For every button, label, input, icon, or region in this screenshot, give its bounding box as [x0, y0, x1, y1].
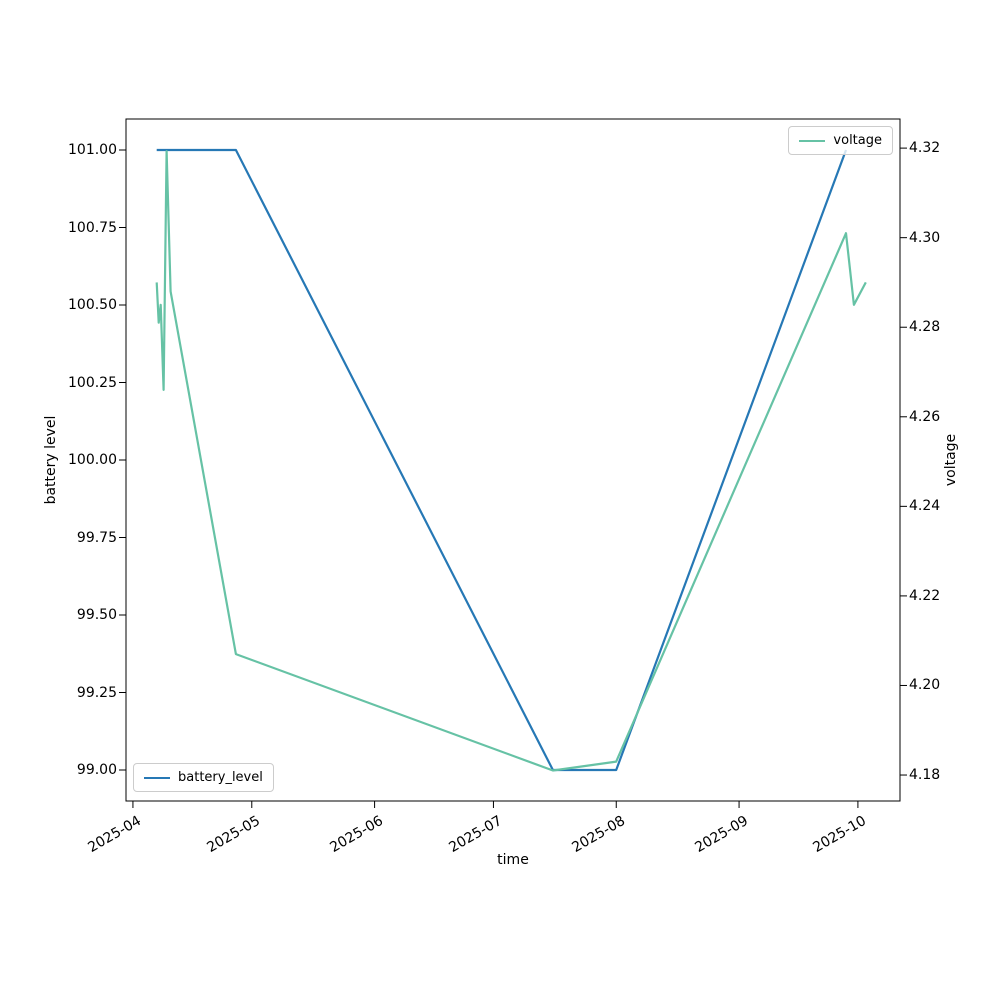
axes-spines — [125, 118, 901, 802]
x-axis-label: time — [497, 852, 529, 868]
y-tick-label-right: 4.28 — [909, 319, 941, 336]
y-tick-label-right: 4.22 — [909, 587, 941, 604]
y-tick-label-left: 101.00 — [68, 142, 117, 158]
y-tick-label-left: 99.75 — [76, 529, 117, 546]
y-tick-label-left: 100.25 — [68, 374, 117, 391]
y-axis-label-left: battery level — [43, 415, 59, 505]
legend-line-sample-battery — [144, 776, 170, 779]
y-tick-label-left: 99.50 — [76, 607, 117, 623]
series-voltage — [155, 150, 867, 772]
legend-label-battery-level: battery_level — [178, 770, 263, 785]
y-tick-label-right: 4.18 — [909, 767, 941, 784]
y-tick-label-left: 100.00 — [68, 452, 117, 468]
legend-line-sample-voltage — [799, 139, 826, 142]
y-tick-label-right: 4.32 — [909, 140, 941, 157]
y-tick-label-left: 100.50 — [68, 297, 117, 313]
y-tick-label-right: 4.20 — [909, 677, 941, 694]
legend-battery-level: battery_level — [133, 763, 274, 792]
y-tick-label-right: 4.26 — [909, 408, 941, 425]
legend-label-voltage: voltage — [833, 133, 882, 148]
y-tick-label-left: 100.75 — [68, 219, 117, 236]
y-tick-label-left: 99.25 — [76, 684, 117, 701]
legend-voltage: voltage — [788, 126, 893, 155]
y-axis-label-right: voltage — [943, 433, 959, 487]
y-tick-label-left: 99.00 — [76, 762, 117, 778]
y-tick-label-right: 4.24 — [909, 498, 941, 515]
series-battery_level — [156, 148, 848, 772]
y-tick-label-right: 4.30 — [909, 229, 941, 246]
